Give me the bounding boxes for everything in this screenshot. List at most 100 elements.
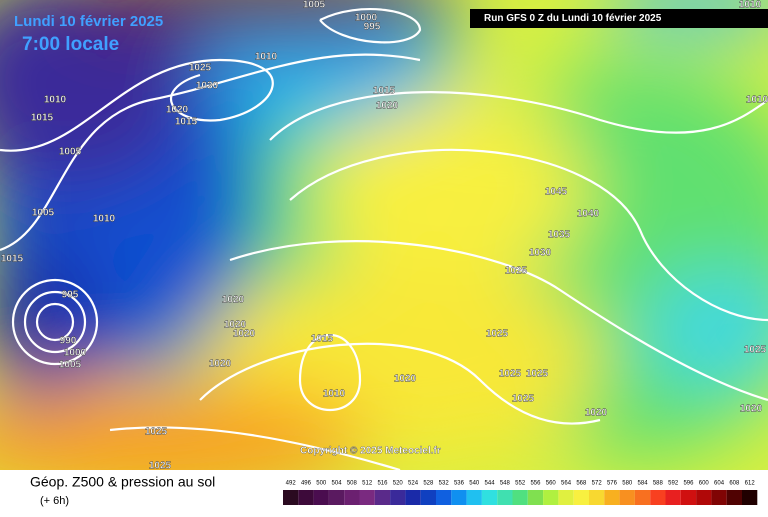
isobar-label: 1015	[31, 113, 54, 124]
isobar-label: 1025	[526, 369, 549, 380]
isobar-label: 1025	[744, 345, 767, 356]
colorbar-label: 592	[668, 481, 679, 487]
colorbar-label: 580	[622, 481, 633, 487]
isobar-label: 1010	[746, 95, 768, 106]
colorbar-label: 600	[699, 481, 710, 487]
isobar-label: 1005	[59, 360, 82, 371]
colorbar-cell	[298, 490, 314, 505]
isobar-label: 1020	[224, 320, 247, 331]
isobar-label: 1030	[196, 81, 219, 92]
isobar-label: 1010	[739, 0, 762, 11]
copyright: Copyright © 2025 Meteociel.fr	[300, 446, 441, 457]
isobar-label: 1020	[740, 404, 763, 415]
colorbar-label: 520	[393, 481, 404, 487]
colorbar-cell	[696, 490, 712, 505]
isobar-label: 1010	[255, 52, 278, 63]
colorbar-cell	[711, 490, 727, 505]
colorbar-label: 572	[592, 481, 603, 487]
isobar-label: 1025	[189, 63, 212, 74]
colorbar-label: 524	[408, 481, 419, 487]
colorbar-label: 536	[454, 481, 465, 487]
isobar-label: 1010	[93, 214, 116, 225]
colorbar-label: 560	[546, 481, 557, 487]
isobar-label: 1015	[175, 117, 198, 128]
isobar-label: 1025	[512, 394, 535, 405]
colorbar-label: 588	[653, 481, 664, 487]
colorbar-cell	[589, 490, 605, 505]
colorbar-cell	[573, 490, 589, 505]
isobars	[0, 8, 768, 470]
colorbar-cell	[742, 490, 758, 505]
colorbar-cell	[420, 490, 436, 505]
colorbar-label: 608	[729, 481, 740, 487]
colorbar-cell	[619, 490, 635, 505]
colorbar-cell	[558, 490, 574, 505]
colorbar-label: 496	[301, 481, 312, 487]
colorbar: 492 496 500 504 508 512 516 520 524 528 532 536 540 5…	[283, 481, 758, 505]
colorbar-label: 552	[515, 481, 526, 487]
run-banner	[470, 9, 768, 28]
colorbar-label: 576	[607, 481, 618, 487]
forecast-step: (+ 6h)	[40, 495, 69, 507]
colorbar-label: 604	[714, 481, 725, 487]
colorbar-label: 512	[362, 481, 373, 487]
isobar-label: 1010	[44, 95, 67, 106]
isobar-label: 990	[60, 336, 77, 347]
colorbar-cell	[405, 490, 421, 505]
colorbar-cell	[374, 490, 391, 505]
colorbar-cell	[665, 490, 681, 505]
colorbar-cell	[283, 490, 299, 505]
isobar-label: 1025	[145, 427, 168, 438]
isobar-label: 1015	[311, 334, 334, 345]
isobar-label: 1005	[303, 0, 326, 11]
product-title: Géop. Z500 & pression au sol	[30, 474, 215, 490]
isobar-label: 1035	[548, 230, 571, 241]
colorbar-label: 532	[439, 481, 450, 487]
colorbar-label: 516	[377, 481, 388, 487]
colorbar-label: 540	[469, 481, 480, 487]
colorbar-label: 500	[316, 481, 327, 487]
colorbar-cell	[512, 490, 528, 505]
isobar-label: 1020	[233, 329, 256, 340]
colorbar-cell	[604, 490, 620, 505]
isobar-label: 1010	[323, 389, 346, 400]
isobar-label: 1025	[505, 266, 528, 277]
isobar-label: 1000	[355, 13, 378, 24]
isobar-label: 1020	[585, 408, 608, 419]
colorbar-label: 548	[500, 481, 511, 487]
isobar-label: 1045	[545, 187, 568, 198]
isobar-label: 1025	[499, 369, 522, 380]
colorbar-label: 544	[485, 481, 496, 487]
isobar-label: 1015	[1, 254, 24, 265]
colorbar-label: 564	[561, 481, 572, 487]
time-label: 7:00 locale	[22, 34, 119, 55]
colorbar-cell	[497, 490, 513, 505]
isobar-label: 1015	[373, 86, 396, 97]
date-label: Lundi 10 février 2025	[14, 13, 163, 30]
colorbar-cell	[436, 490, 452, 505]
colorbar-cell	[543, 490, 559, 505]
isobar-label: 1020	[394, 374, 417, 385]
colorbar-cell	[359, 490, 375, 505]
colorbar-label: 596	[683, 481, 694, 487]
isobar-label: 1025	[149, 461, 172, 472]
colorbar-cell	[650, 490, 666, 505]
colorbar-cell	[481, 490, 498, 505]
colorbar-cell	[344, 490, 360, 505]
run-label: Run GFS 0 Z du Lundi 10 février 2025	[484, 13, 662, 24]
colorbar-cell	[466, 490, 482, 505]
colorbar-cell	[390, 490, 406, 505]
colorbar-cell	[726, 490, 742, 505]
colorbar-cell	[313, 490, 329, 505]
colorbar-label: 492	[286, 481, 297, 487]
colorbar-label: 528	[423, 481, 434, 487]
colorbar-cell	[451, 490, 467, 505]
colorbar-cell	[328, 490, 345, 505]
isobar-label: 1005	[59, 147, 82, 158]
isobar-label: 1020	[166, 105, 189, 116]
isobar-label: 1025	[486, 329, 509, 340]
colorbar-cell	[527, 490, 544, 505]
isobar-label: 1040	[577, 209, 600, 220]
isobar-label: 995	[62, 290, 79, 301]
